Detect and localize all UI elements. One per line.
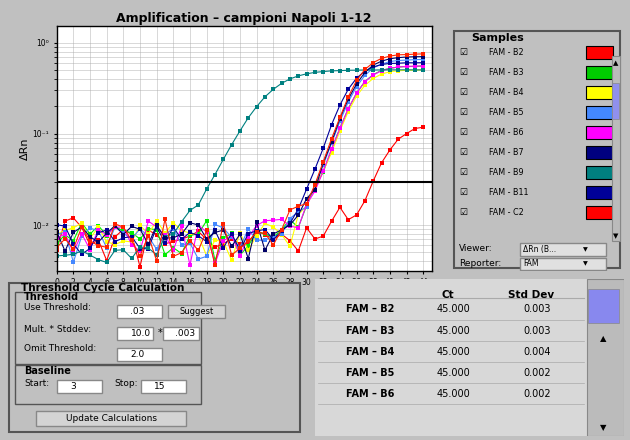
Bar (612, 56, 620, 241)
Text: 0.002: 0.002 (524, 368, 551, 378)
Text: ☑: ☑ (459, 148, 467, 157)
Text: .003: .003 (175, 329, 195, 338)
Bar (57, 380, 102, 392)
Text: FAM – B4: FAM – B4 (346, 347, 395, 357)
Bar (318, 342, 583, 362)
Text: FAM – B3: FAM – B3 (346, 326, 395, 336)
Bar (15, 292, 201, 364)
Bar (318, 384, 583, 404)
Bar (141, 380, 186, 392)
Text: Start:: Start: (24, 379, 49, 388)
Text: Baseline: Baseline (24, 366, 71, 376)
Text: Ct: Ct (442, 290, 454, 300)
Bar (586, 106, 614, 119)
Text: 0.004: 0.004 (524, 347, 551, 357)
Bar (318, 300, 583, 320)
Text: Suggest: Suggest (179, 307, 214, 316)
Text: 45.000: 45.000 (437, 347, 471, 357)
Bar (586, 46, 614, 59)
Text: 0.002: 0.002 (524, 389, 551, 399)
Text: ▼: ▼ (613, 233, 619, 239)
Text: ☑: ☑ (459, 208, 467, 217)
X-axis label: Cycle: Cycle (227, 293, 261, 303)
Bar (587, 279, 624, 436)
Text: FAM – B6: FAM – B6 (346, 389, 395, 399)
Text: ▼: ▼ (583, 247, 588, 252)
Text: FAM - B6: FAM - B6 (489, 128, 523, 137)
Bar (37, 411, 186, 426)
Text: Use Threshold:: Use Threshold: (24, 303, 91, 312)
Text: .03: .03 (130, 307, 145, 316)
Text: FAM - B2: FAM - B2 (489, 48, 523, 57)
Text: 0.003: 0.003 (524, 304, 551, 315)
Text: FAM - B5: FAM - B5 (489, 108, 523, 117)
Text: *: * (158, 328, 162, 338)
Text: Reporter:: Reporter: (459, 259, 501, 268)
Text: Samples: Samples (471, 33, 524, 43)
Text: ☑: ☑ (459, 188, 467, 197)
Text: ☑: ☑ (459, 128, 467, 137)
Text: 0.003: 0.003 (524, 326, 551, 336)
Text: ▲: ▲ (613, 60, 619, 66)
Text: FAM - B3: FAM - B3 (489, 68, 523, 77)
Text: 15: 15 (154, 382, 166, 391)
Text: 45.000: 45.000 (437, 304, 471, 315)
Text: Threshold: Threshold (24, 292, 79, 302)
Bar (117, 305, 162, 318)
Bar (117, 348, 162, 361)
Text: 45.000: 45.000 (437, 326, 471, 336)
Text: ΔRn (B...: ΔRn (B... (523, 245, 556, 254)
Text: Omit Threshold:: Omit Threshold: (24, 345, 96, 353)
Text: ▼: ▼ (583, 261, 588, 266)
Text: FAM – B2: FAM – B2 (346, 304, 395, 315)
Bar (586, 166, 614, 179)
Text: FAM - C2: FAM - C2 (489, 208, 524, 217)
Bar (168, 305, 225, 318)
Bar (117, 327, 153, 340)
Text: ☑: ☑ (459, 108, 467, 117)
Bar (586, 86, 614, 99)
Bar (586, 187, 614, 199)
Text: FAM: FAM (523, 259, 539, 268)
Text: ☑: ☑ (459, 48, 467, 57)
Text: FAM - B4: FAM - B4 (489, 88, 523, 97)
Text: 45.000: 45.000 (437, 389, 471, 399)
Title: Amplification – campioni Napoli 1-12: Amplification – campioni Napoli 1-12 (117, 12, 372, 25)
Bar (588, 289, 619, 323)
Y-axis label: ΔRn: ΔRn (20, 137, 30, 160)
Text: ☑: ☑ (459, 168, 467, 177)
Bar (163, 327, 199, 340)
Text: Threshold Cycle Calculation: Threshold Cycle Calculation (21, 283, 185, 293)
Text: FAM – B5: FAM – B5 (346, 368, 395, 378)
Text: ▼: ▼ (600, 423, 607, 432)
Bar (318, 363, 583, 383)
Bar (586, 147, 614, 159)
Text: 10.0: 10.0 (130, 329, 151, 338)
Bar (318, 321, 583, 341)
Text: 2.0: 2.0 (130, 350, 145, 359)
Text: Mult. * Stddev:: Mult. * Stddev: (24, 325, 91, 334)
Bar (315, 279, 587, 436)
Text: Viewer:: Viewer: (459, 244, 493, 253)
Text: Update Calculations: Update Calculations (66, 414, 156, 423)
Text: FAM - B7: FAM - B7 (489, 148, 523, 157)
Text: Std Dev: Std Dev (508, 290, 554, 300)
Text: ☑: ☑ (459, 68, 467, 77)
Bar (586, 126, 614, 139)
Bar (520, 242, 606, 256)
Bar (15, 365, 201, 404)
Bar (520, 258, 606, 270)
Text: 45.000: 45.000 (437, 368, 471, 378)
Bar (612, 83, 619, 119)
Text: FAM - B11: FAM - B11 (489, 188, 528, 197)
Text: 3: 3 (71, 382, 76, 391)
Text: ▲: ▲ (600, 334, 607, 343)
Text: FAM - B9: FAM - B9 (489, 168, 523, 177)
Bar (586, 206, 614, 219)
Text: ☑: ☑ (459, 88, 467, 97)
Text: Stop:: Stop: (114, 379, 137, 388)
Bar (586, 66, 614, 79)
